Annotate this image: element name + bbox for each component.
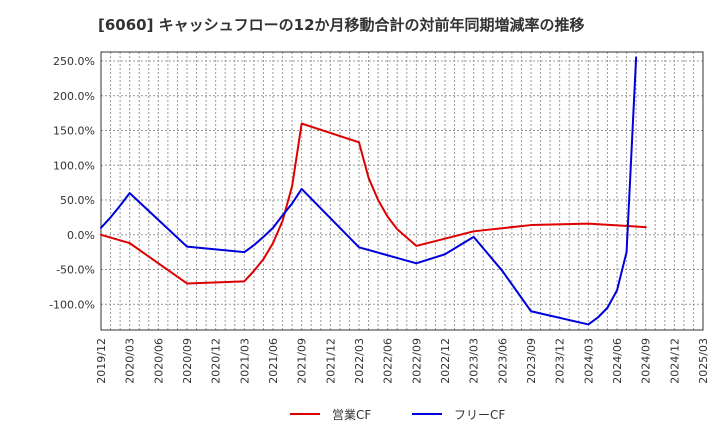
x-tick-label: 2021/06 bbox=[267, 338, 280, 384]
x-tick-label: 2021/12 bbox=[324, 338, 337, 384]
y-tick-label: -100.0% bbox=[49, 298, 95, 311]
plot-area bbox=[101, 52, 703, 330]
y-tick-label: 0.0% bbox=[67, 229, 95, 242]
x-tick-label: 2025/03 bbox=[697, 338, 710, 384]
plot-frame bbox=[100, 51, 704, 331]
x-tick-label: 2020/09 bbox=[181, 338, 194, 384]
y-tick-label: -50.0% bbox=[56, 264, 95, 277]
x-tick-label: 2023/03 bbox=[468, 338, 481, 384]
x-tick-label: 2024/03 bbox=[582, 338, 595, 384]
series-line-operating-cf bbox=[100, 122, 647, 285]
x-tick-label: 2021/09 bbox=[296, 338, 309, 384]
x-tick-label: 2022/03 bbox=[353, 338, 366, 384]
x-tick-label: 2022/12 bbox=[439, 338, 452, 384]
legend-label: フリーCF bbox=[454, 408, 505, 422]
chart-title: [6060] キャッシュフローの12か月移動合計の対前年同期増減率の推移 bbox=[98, 16, 585, 34]
legend-label: 営業CF bbox=[332, 408, 371, 422]
y-tick-label: 150.0% bbox=[53, 125, 95, 138]
x-tick-label: 2023/09 bbox=[525, 338, 538, 384]
x-tick-label: 2020/12 bbox=[210, 338, 223, 384]
x-tick-label: 2019/12 bbox=[95, 338, 108, 384]
x-tick-label: 2023/12 bbox=[554, 338, 567, 384]
series-line-free-cf bbox=[100, 56, 638, 326]
x-tick-label: 2022/06 bbox=[382, 338, 395, 384]
x-tick-label: 2020/03 bbox=[124, 338, 137, 384]
y-tick-label: 250.0% bbox=[53, 55, 95, 68]
x-tick-label: 2024/09 bbox=[640, 338, 653, 384]
y-tick-label: 50.0% bbox=[60, 194, 95, 207]
y-tick-label: 100.0% bbox=[53, 159, 95, 172]
x-tick-label: 2024/12 bbox=[668, 338, 681, 384]
x-tick-label: 2024/06 bbox=[611, 338, 624, 384]
x-tick-label: 2021/03 bbox=[238, 338, 251, 384]
x-tick-label: 2020/06 bbox=[152, 338, 165, 384]
x-tick-label: 2023/06 bbox=[496, 338, 509, 384]
y-tick-label: 200.0% bbox=[53, 90, 95, 103]
x-tick-label: 2022/09 bbox=[410, 338, 423, 384]
